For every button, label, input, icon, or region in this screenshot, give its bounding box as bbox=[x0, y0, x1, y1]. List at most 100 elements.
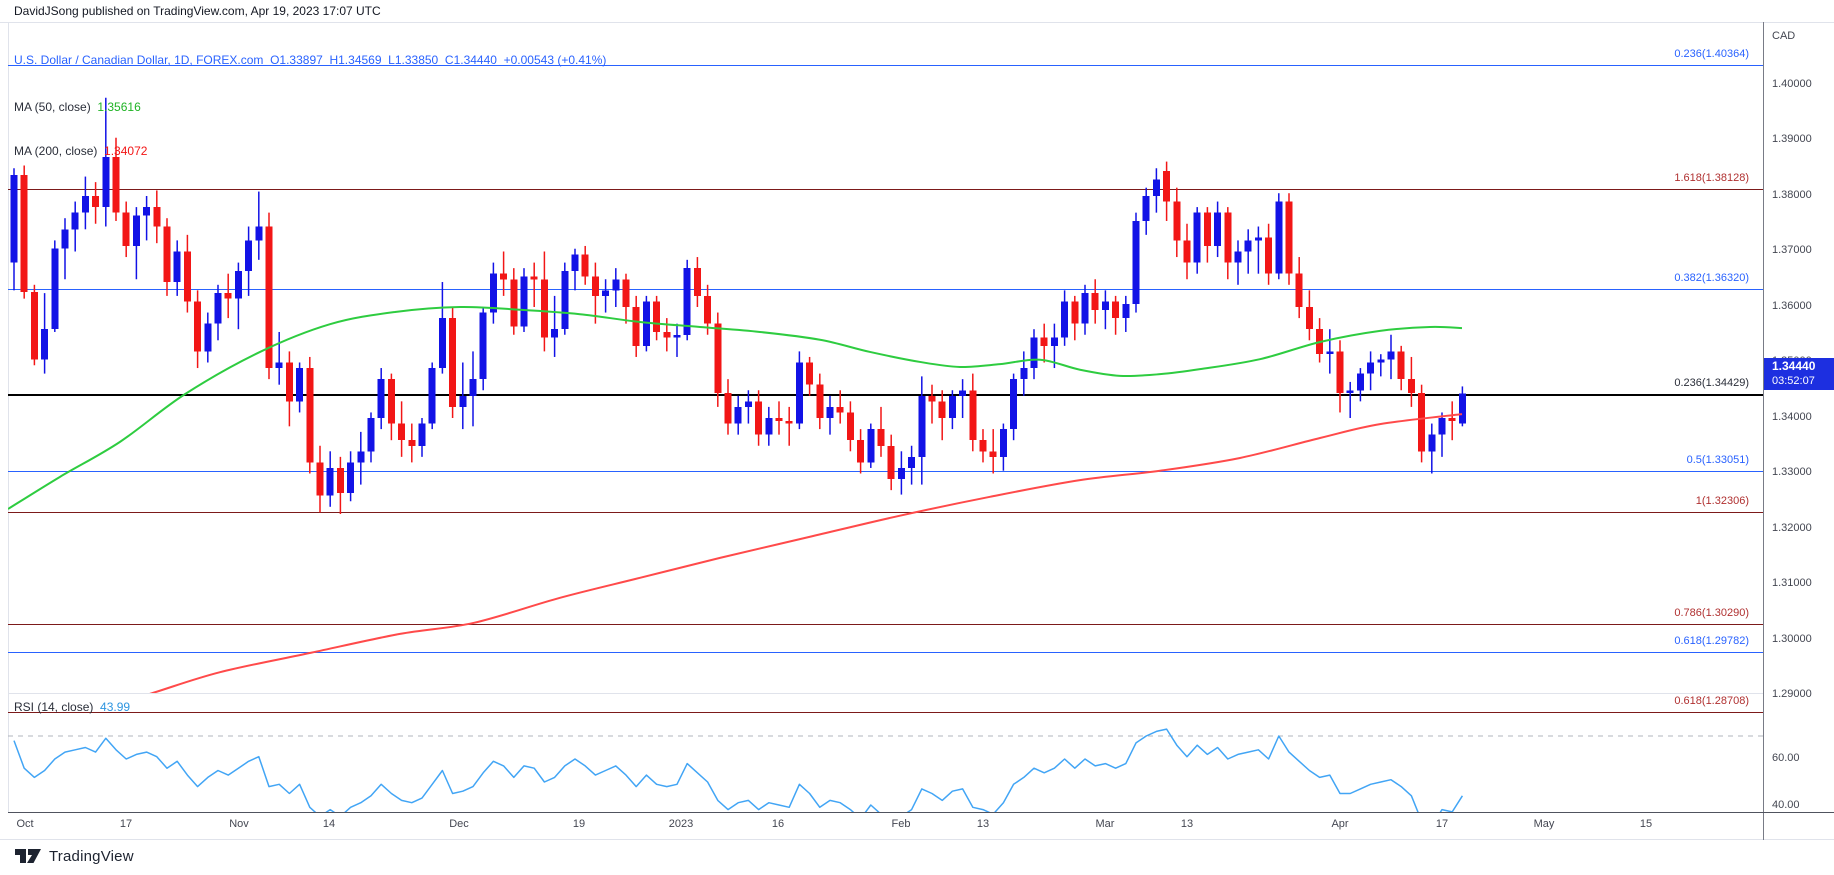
candle bbox=[1387, 351, 1395, 360]
last-price: 1.34440 bbox=[1772, 359, 1816, 373]
ma200-legend[interactable]: MA (200, close) 1.34072 bbox=[14, 144, 606, 158]
candle bbox=[571, 254, 579, 271]
candle bbox=[1010, 379, 1018, 430]
fib-line[interactable] bbox=[8, 289, 1763, 290]
candle bbox=[1183, 240, 1191, 263]
symbol-ohlc-line[interactable]: U.S. Dollar / Canadian Dollar, 1D, FOREX… bbox=[14, 53, 607, 67]
candle bbox=[663, 331, 671, 338]
candle bbox=[102, 157, 110, 208]
ma50-line[interactable] bbox=[8, 305, 1463, 510]
candle bbox=[92, 196, 100, 208]
fib-line[interactable] bbox=[8, 512, 1763, 513]
fib-label: 0.5(1.33051) bbox=[1686, 454, 1749, 466]
fib-line[interactable] bbox=[8, 394, 1763, 396]
price-plot[interactable] bbox=[0, 22, 1834, 840]
candle bbox=[734, 406, 742, 424]
candle bbox=[989, 451, 997, 457]
fib-line[interactable] bbox=[8, 65, 1763, 66]
candle bbox=[795, 362, 803, 424]
time-axis-line bbox=[8, 812, 1834, 813]
candle bbox=[938, 401, 946, 418]
candle bbox=[816, 384, 824, 418]
candle bbox=[1234, 251, 1242, 263]
candle bbox=[367, 418, 375, 452]
fib-line[interactable] bbox=[8, 624, 1763, 625]
candle bbox=[1305, 307, 1313, 330]
price-tick: 60.00 bbox=[1772, 752, 1800, 764]
candle bbox=[296, 368, 304, 402]
fib-line[interactable] bbox=[8, 471, 1763, 472]
candle bbox=[897, 467, 905, 480]
candle bbox=[1163, 171, 1171, 202]
candle bbox=[112, 157, 120, 213]
candle bbox=[347, 462, 355, 493]
candle bbox=[1020, 368, 1028, 380]
candle bbox=[1071, 301, 1079, 324]
candle bbox=[285, 362, 293, 402]
pane-separator bbox=[8, 693, 1763, 694]
candle bbox=[846, 412, 854, 441]
candle bbox=[1285, 201, 1293, 274]
candle bbox=[918, 395, 926, 457]
candle bbox=[1193, 212, 1201, 263]
price-axis-line[interactable] bbox=[1763, 22, 1764, 840]
tradingview-wordmark: TradingView bbox=[49, 847, 134, 865]
candle bbox=[1377, 359, 1385, 363]
ma200-line[interactable] bbox=[55, 413, 1463, 732]
fib-line[interactable] bbox=[8, 652, 1763, 653]
price-tick: 1.40000 bbox=[1772, 78, 1812, 90]
candle bbox=[1030, 337, 1038, 369]
candle bbox=[673, 334, 681, 338]
candle bbox=[1336, 351, 1344, 394]
candle bbox=[1438, 418, 1446, 435]
candle bbox=[540, 279, 548, 338]
chart-container[interactable]: 0.236(1.40364) 1.618(1.38128) 0.382(1.3632… bbox=[0, 22, 1834, 840]
price-tick: 1.39000 bbox=[1772, 133, 1812, 145]
ma50-legend[interactable]: MA (50, close) 1.35616 bbox=[14, 100, 606, 114]
candle bbox=[1091, 293, 1099, 310]
candle bbox=[163, 226, 171, 283]
candle bbox=[143, 207, 151, 216]
chart-legend[interactable]: U.S. Dollar / Canadian Dollar, 1D, FOREX… bbox=[14, 25, 606, 186]
candle bbox=[234, 270, 242, 299]
candle bbox=[1254, 237, 1262, 241]
footer-brand[interactable]: TradingView bbox=[14, 847, 134, 865]
rsi-line[interactable] bbox=[13, 728, 1464, 826]
fib-label: 0.382(1.36320) bbox=[1674, 272, 1749, 284]
candle bbox=[1428, 434, 1436, 452]
candle bbox=[245, 240, 253, 271]
fib-line[interactable] bbox=[8, 189, 1763, 190]
fib-label: 1(1.32306) bbox=[1695, 495, 1749, 507]
chart-bottom-border bbox=[0, 839, 1834, 840]
candle bbox=[1040, 337, 1048, 346]
price-tick: 1.29000 bbox=[1772, 688, 1812, 700]
price-tick: 1.33000 bbox=[1772, 466, 1812, 478]
published-byline: DavidJSong published on TradingView.com,… bbox=[14, 4, 381, 18]
candle bbox=[10, 174, 18, 263]
candle bbox=[693, 268, 701, 296]
time-tick: Feb bbox=[891, 818, 911, 830]
candle bbox=[1244, 240, 1252, 252]
candle bbox=[857, 440, 865, 463]
time-tick: 16 bbox=[771, 818, 785, 830]
time-tick: May bbox=[1533, 818, 1555, 830]
candle bbox=[602, 290, 610, 296]
candle bbox=[530, 276, 538, 280]
candle bbox=[224, 293, 232, 299]
candle bbox=[1295, 273, 1303, 307]
candle bbox=[510, 279, 518, 327]
rsi-legend[interactable]: RSI (14, close) 43.99 bbox=[14, 700, 130, 714]
fib-label: 0.236(1.34429) bbox=[1674, 377, 1749, 389]
candle bbox=[887, 445, 895, 480]
candle bbox=[153, 207, 161, 227]
candle bbox=[326, 467, 334, 496]
price-tick: 1.37000 bbox=[1772, 244, 1812, 256]
candle bbox=[908, 456, 916, 468]
fib-line[interactable] bbox=[8, 712, 1763, 713]
candle bbox=[683, 268, 691, 335]
candle bbox=[122, 212, 130, 246]
chart-top-border bbox=[0, 22, 1834, 23]
fib-label: 0.618(1.28708) bbox=[1674, 695, 1749, 707]
candle bbox=[969, 390, 977, 441]
